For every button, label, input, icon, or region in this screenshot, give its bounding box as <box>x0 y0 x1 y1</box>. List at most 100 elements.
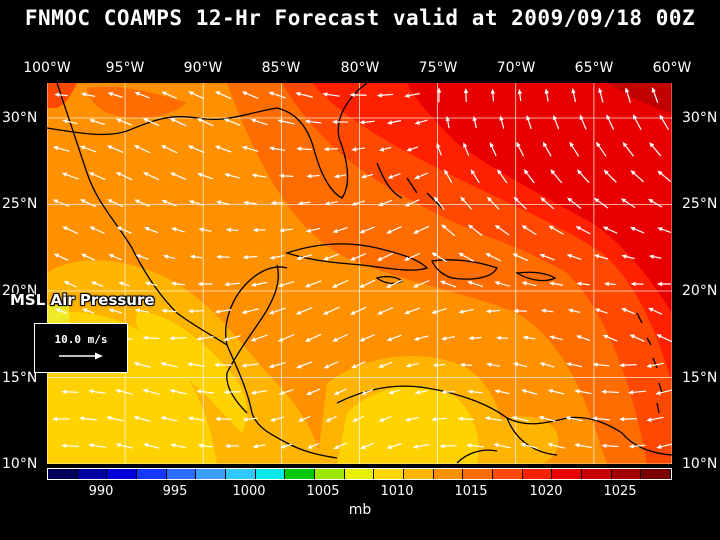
wind-vector-icon <box>332 333 349 342</box>
wind-vector-icon <box>376 93 394 98</box>
wind-vector-icon <box>115 388 133 395</box>
wind-vector-icon <box>378 146 392 152</box>
coastline <box>376 162 443 209</box>
wind-vector-icon <box>134 199 150 207</box>
wind-vector-icon <box>629 226 645 234</box>
wind-vector-icon <box>646 416 664 422</box>
wind-vector-icon <box>458 308 474 314</box>
wind-vector-icon <box>268 307 286 315</box>
colorbar-cell <box>522 469 553 479</box>
wind-vector-icon <box>647 198 663 208</box>
wind-vector-icon <box>306 442 320 449</box>
wind-vector-icon <box>414 172 429 179</box>
colorbar-cell <box>255 469 286 479</box>
wind-vector-icon <box>144 281 158 287</box>
wind-vector-icon <box>160 145 178 154</box>
wind-vector-icon <box>81 253 96 261</box>
wind-vector-icon <box>628 444 646 449</box>
wind-vector-icon <box>187 362 205 367</box>
coastline <box>284 243 429 271</box>
wind-vector-icon <box>436 87 442 103</box>
pressure-region <box>407 83 672 313</box>
wind-vector-icon <box>252 227 266 233</box>
wind-vector-icon <box>526 115 532 130</box>
wind-vector-icon <box>333 174 347 179</box>
wind-vector-icon <box>657 227 671 233</box>
wind-vector-icon <box>242 254 258 260</box>
colorbar-cell <box>552 469 583 479</box>
wind-vector-icon <box>142 172 160 181</box>
wind-vector-icon <box>574 443 592 449</box>
wind-vector-icon <box>277 333 295 342</box>
wind-vector-icon <box>224 282 240 287</box>
wind-vector-icon <box>405 362 419 368</box>
wind-vector-icon <box>494 389 510 395</box>
wind-vector-icon <box>106 415 124 422</box>
wind-vector-icon <box>521 225 537 236</box>
wind-vector-icon <box>648 254 662 259</box>
colorbar-cell <box>344 469 375 479</box>
wind-vector-icon <box>511 415 529 422</box>
wind-vector-icon <box>619 362 637 368</box>
colorbar-cell <box>433 469 464 479</box>
pressure-colorbar <box>47 468 672 480</box>
wind-vector-icon <box>270 200 284 206</box>
pressure-wind-map[interactable] <box>47 83 672 464</box>
wind-vector-icon <box>55 308 67 315</box>
wind-vector-icon <box>497 169 508 184</box>
wind-vector-icon <box>160 361 178 368</box>
wind-vector-icon <box>494 224 510 236</box>
wind-vector-icon <box>61 443 79 449</box>
wind-vector-icon <box>484 416 502 422</box>
colorbar-cell <box>463 469 494 479</box>
wind-vector-icon <box>386 442 402 450</box>
wind-vector-icon <box>251 173 267 178</box>
wind-vector-icon <box>485 253 502 262</box>
latitude-label-left: 30°N <box>2 110 38 126</box>
wind-vector-icon <box>333 388 347 395</box>
coastline <box>56 83 288 347</box>
wind-vector-icon <box>575 335 591 341</box>
wind-vector-icon <box>493 443 511 449</box>
wind-vector-icon <box>279 228 293 233</box>
wind-vector-icon <box>494 281 510 287</box>
wind-vector-icon <box>241 145 259 152</box>
wind-vector-icon <box>403 252 421 261</box>
colorbar-cell <box>107 469 138 479</box>
wind-vector-icon <box>592 362 610 367</box>
wind-vector-icon <box>550 169 563 184</box>
wind-vector-icon <box>404 307 421 315</box>
wind-vector-icon <box>520 442 538 449</box>
wind-vector-icon <box>171 281 186 286</box>
wind-vector-icon <box>297 415 311 422</box>
coastline <box>336 385 623 434</box>
wind-vector-icon <box>359 334 375 342</box>
wind-vector-icon <box>472 115 477 129</box>
wind-vector-icon <box>268 362 286 369</box>
wind-vector-icon <box>433 196 445 210</box>
colorbar-tick-label: 995 <box>162 484 188 499</box>
coastline <box>506 417 672 456</box>
wind-vector-icon <box>162 254 176 260</box>
wind-vector-icon <box>268 91 286 99</box>
wind-vector-icon <box>280 443 292 449</box>
wind-vector-icon <box>250 334 268 342</box>
wind-vector-icon <box>108 254 122 261</box>
colorbar-cell <box>285 469 316 479</box>
wind-vector-icon <box>601 389 619 394</box>
longitude-label: 95°W <box>105 60 145 76</box>
wind-vector-icon <box>656 443 672 449</box>
latitude-label-right: 20°N <box>682 283 718 299</box>
wind-vector-icon <box>386 119 402 125</box>
wind-vector-icon <box>187 308 205 314</box>
wind-vector-icon <box>133 361 151 368</box>
wind-vector-icon <box>322 92 340 97</box>
wind-vector-icon <box>295 91 313 98</box>
wind-vector-icon <box>595 141 607 157</box>
latitude-label-right: 25°N <box>682 196 718 212</box>
wind-vector-icon <box>169 118 187 127</box>
map-canvas <box>47 83 672 464</box>
coastline <box>456 449 498 464</box>
wind-vector-icon <box>576 281 590 286</box>
wind-vector-icon <box>657 281 671 287</box>
